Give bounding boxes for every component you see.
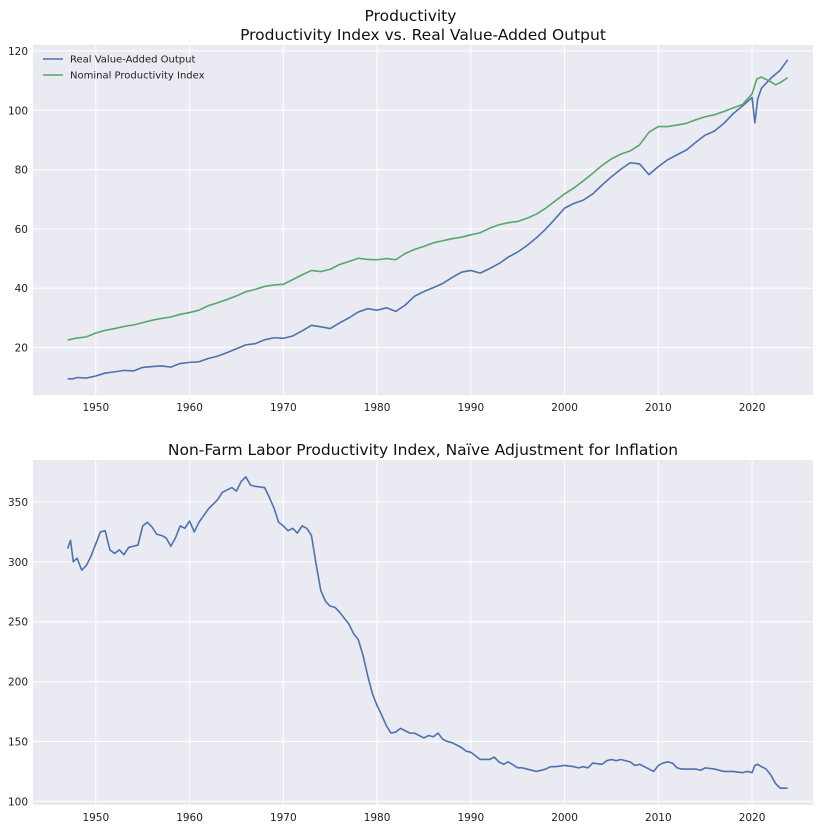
y-tick-label: 100 [8,105,28,117]
y-tick-label: 250 [8,617,28,629]
x-tick-label: 2000 [551,812,578,824]
y-tick-label: 300 [8,557,28,569]
x-tick-label: 1970 [270,812,297,824]
y-tick-label: 120 [8,46,28,58]
x-tick-label: 1990 [457,812,484,824]
plot-area [33,45,813,395]
chart-title: Non-Farm Labor Productivity Index, Naïve… [168,441,678,459]
legend-label: Real Value-Added Output [70,55,195,66]
x-tick-label: 1960 [176,402,203,414]
x-tick-label: 1950 [82,812,109,824]
y-tick-label: 80 [15,165,28,177]
x-tick-label: 2000 [551,402,578,414]
y-tick-label: 200 [8,677,28,689]
figure-suptitle: Productivity [365,7,457,25]
y-tick-label: 100 [8,796,28,808]
x-tick-label: 1970 [270,402,297,414]
y-tick-label: 150 [8,737,28,749]
chart-title: Productivity Index vs. Real Value-Added … [240,26,606,44]
y-tick-label: 350 [8,497,28,509]
x-tick-label: 1950 [82,402,109,414]
productivity-vs-output-chart: 1950 1960 1970 1980 1990 2000 2010 202020406080… [8,26,813,414]
inflation-adjusted-productivity-chart: 1950 1960 1970 1980 1990 2000 2010 2020 100 150 20… [8,441,813,824]
x-tick-label: 1960 [176,812,203,824]
x-tick-label: 2020 [739,812,766,824]
x-tick-label: 2020 [739,402,766,414]
y-tick-label: 20 [15,343,28,355]
plot-area [33,460,813,805]
y-tick-label: 40 [15,283,28,295]
series-line-0 [66,475,788,790]
x-tick-label: 1980 [364,402,391,414]
y-tick-label: 60 [15,224,28,236]
x-tick-label: 2010 [645,812,672,824]
x-tick-label: 1990 [457,402,484,414]
series-line-1 [67,76,789,341]
series-line-0 [67,59,789,380]
legend-label: Nominal Productivity Index [70,71,205,82]
x-tick-label: 1980 [364,812,391,824]
x-tick-label: 2010 [645,402,672,414]
